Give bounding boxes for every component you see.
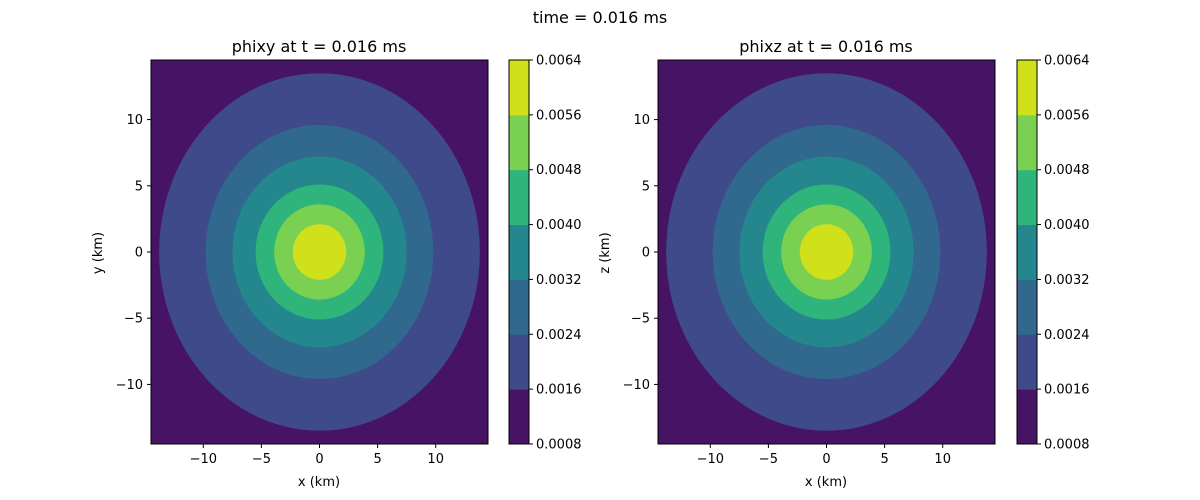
y-tick-label: 0 — [135, 246, 143, 261]
y-tick-label: 0 — [642, 246, 650, 261]
colorbar-tick-label: 0.0032 — [536, 273, 582, 288]
x-tick-label: −5 — [252, 452, 271, 467]
colorbar-frame — [1016, 59, 1038, 445]
colorbar-segment — [509, 334, 529, 390]
colorbar-tick-label: 0.0056 — [536, 108, 582, 123]
colorbar-tick-label: 0.0024 — [536, 328, 582, 343]
y-tick-label: −10 — [623, 378, 650, 393]
figure-suptitle: time = 0.016 ms — [533, 8, 668, 27]
colorbar-tick-label: 0.0008 — [536, 438, 582, 453]
contour-plot-area: −10 −5 0 5 10 −10 −5 0 5 10 — [116, 59, 489, 467]
colorbar-tick-label: 0.0056 — [1044, 108, 1090, 123]
colorbar-tick-label: 0.0040 — [536, 218, 582, 233]
y-tick-label: 5 — [642, 179, 650, 194]
plot-title: phixy at t = 0.016 ms — [232, 37, 407, 56]
colorbar-segment — [509, 389, 529, 445]
colorbar-segment — [1017, 114, 1037, 171]
x-tick-label: −10 — [697, 452, 724, 467]
colorbar-segment — [509, 169, 529, 226]
x-tick-label: −10 — [190, 452, 217, 467]
colorbar-tick-label: 0.0016 — [536, 383, 582, 398]
contour-band — [799, 224, 854, 280]
colorbar-tick-label: 0.0032 — [1044, 273, 1090, 288]
panel-phixy: phixy at t = 0.016 ms −10 −5 0 5 10 −10 −5 0 5 10… — [91, 37, 582, 490]
colorbar-segment — [509, 60, 529, 116]
y-tick-label: −5 — [124, 312, 143, 327]
x-tick-label: 0 — [315, 452, 323, 467]
x-tick-label: −5 — [759, 452, 778, 467]
x-axis-label: x (km) — [805, 475, 847, 490]
y-axis-label: y (km) — [91, 232, 106, 274]
colorbar-frame — [508, 59, 530, 445]
y-tick-label: 5 — [135, 179, 143, 194]
colorbar-segment — [1017, 224, 1037, 280]
x-axis-label: x (km) — [298, 475, 340, 490]
colorbar-tick-label: 0.0016 — [1044, 383, 1090, 398]
y-tick-label: −10 — [116, 378, 143, 393]
colorbar-tick-label: 0.0048 — [536, 163, 582, 178]
colorbar-segment — [1017, 389, 1037, 445]
colorbar-tick-label: 0.0048 — [1044, 163, 1090, 178]
y-tick-label: 10 — [126, 113, 143, 128]
x-tick-label: 5 — [880, 452, 888, 467]
x-tick-label: 0 — [822, 452, 830, 467]
colorbar-segment — [509, 114, 529, 171]
colorbar-segment — [509, 279, 529, 335]
colorbar-tick-label: 0.0024 — [1044, 328, 1090, 343]
colorbar-tick-label: 0.0008 — [1044, 438, 1090, 453]
colorbar-tick-label: 0.0040 — [1044, 218, 1090, 233]
colorbar: 0.0008 0.0016 0.0024 0.0032 0.0040 0.0048 0.00… — [508, 54, 582, 453]
colorbar-segment — [1017, 169, 1037, 226]
contour-band — [292, 224, 347, 280]
y-tick-label: −5 — [631, 312, 650, 327]
x-tick-label: 10 — [934, 452, 951, 467]
colorbar-segment — [1017, 60, 1037, 116]
plot-title: phixz at t = 0.016 ms — [739, 37, 913, 56]
panel-phixz: phixz at t = 0.016 ms −10 −5 0 5 10 −10 −5 0 5 10… — [598, 37, 1090, 490]
contour-plot-area: −10 −5 0 5 10 −10 −5 0 5 10 — [623, 59, 996, 467]
x-tick-label: 5 — [373, 452, 381, 467]
colorbar-segment — [1017, 334, 1037, 390]
y-tick-label: 10 — [633, 113, 650, 128]
colorbar-segment — [1017, 279, 1037, 335]
colorbar-segment — [509, 224, 529, 280]
colorbar: 0.0008 0.0016 0.0024 0.0032 0.0040 0.0048 0.00… — [1016, 54, 1090, 453]
colorbar-tick-label: 0.0064 — [1044, 54, 1090, 69]
colorbar-tick-label: 0.0064 — [536, 54, 582, 69]
y-axis-label: z (km) — [598, 232, 613, 273]
x-tick-label: 10 — [427, 452, 444, 467]
